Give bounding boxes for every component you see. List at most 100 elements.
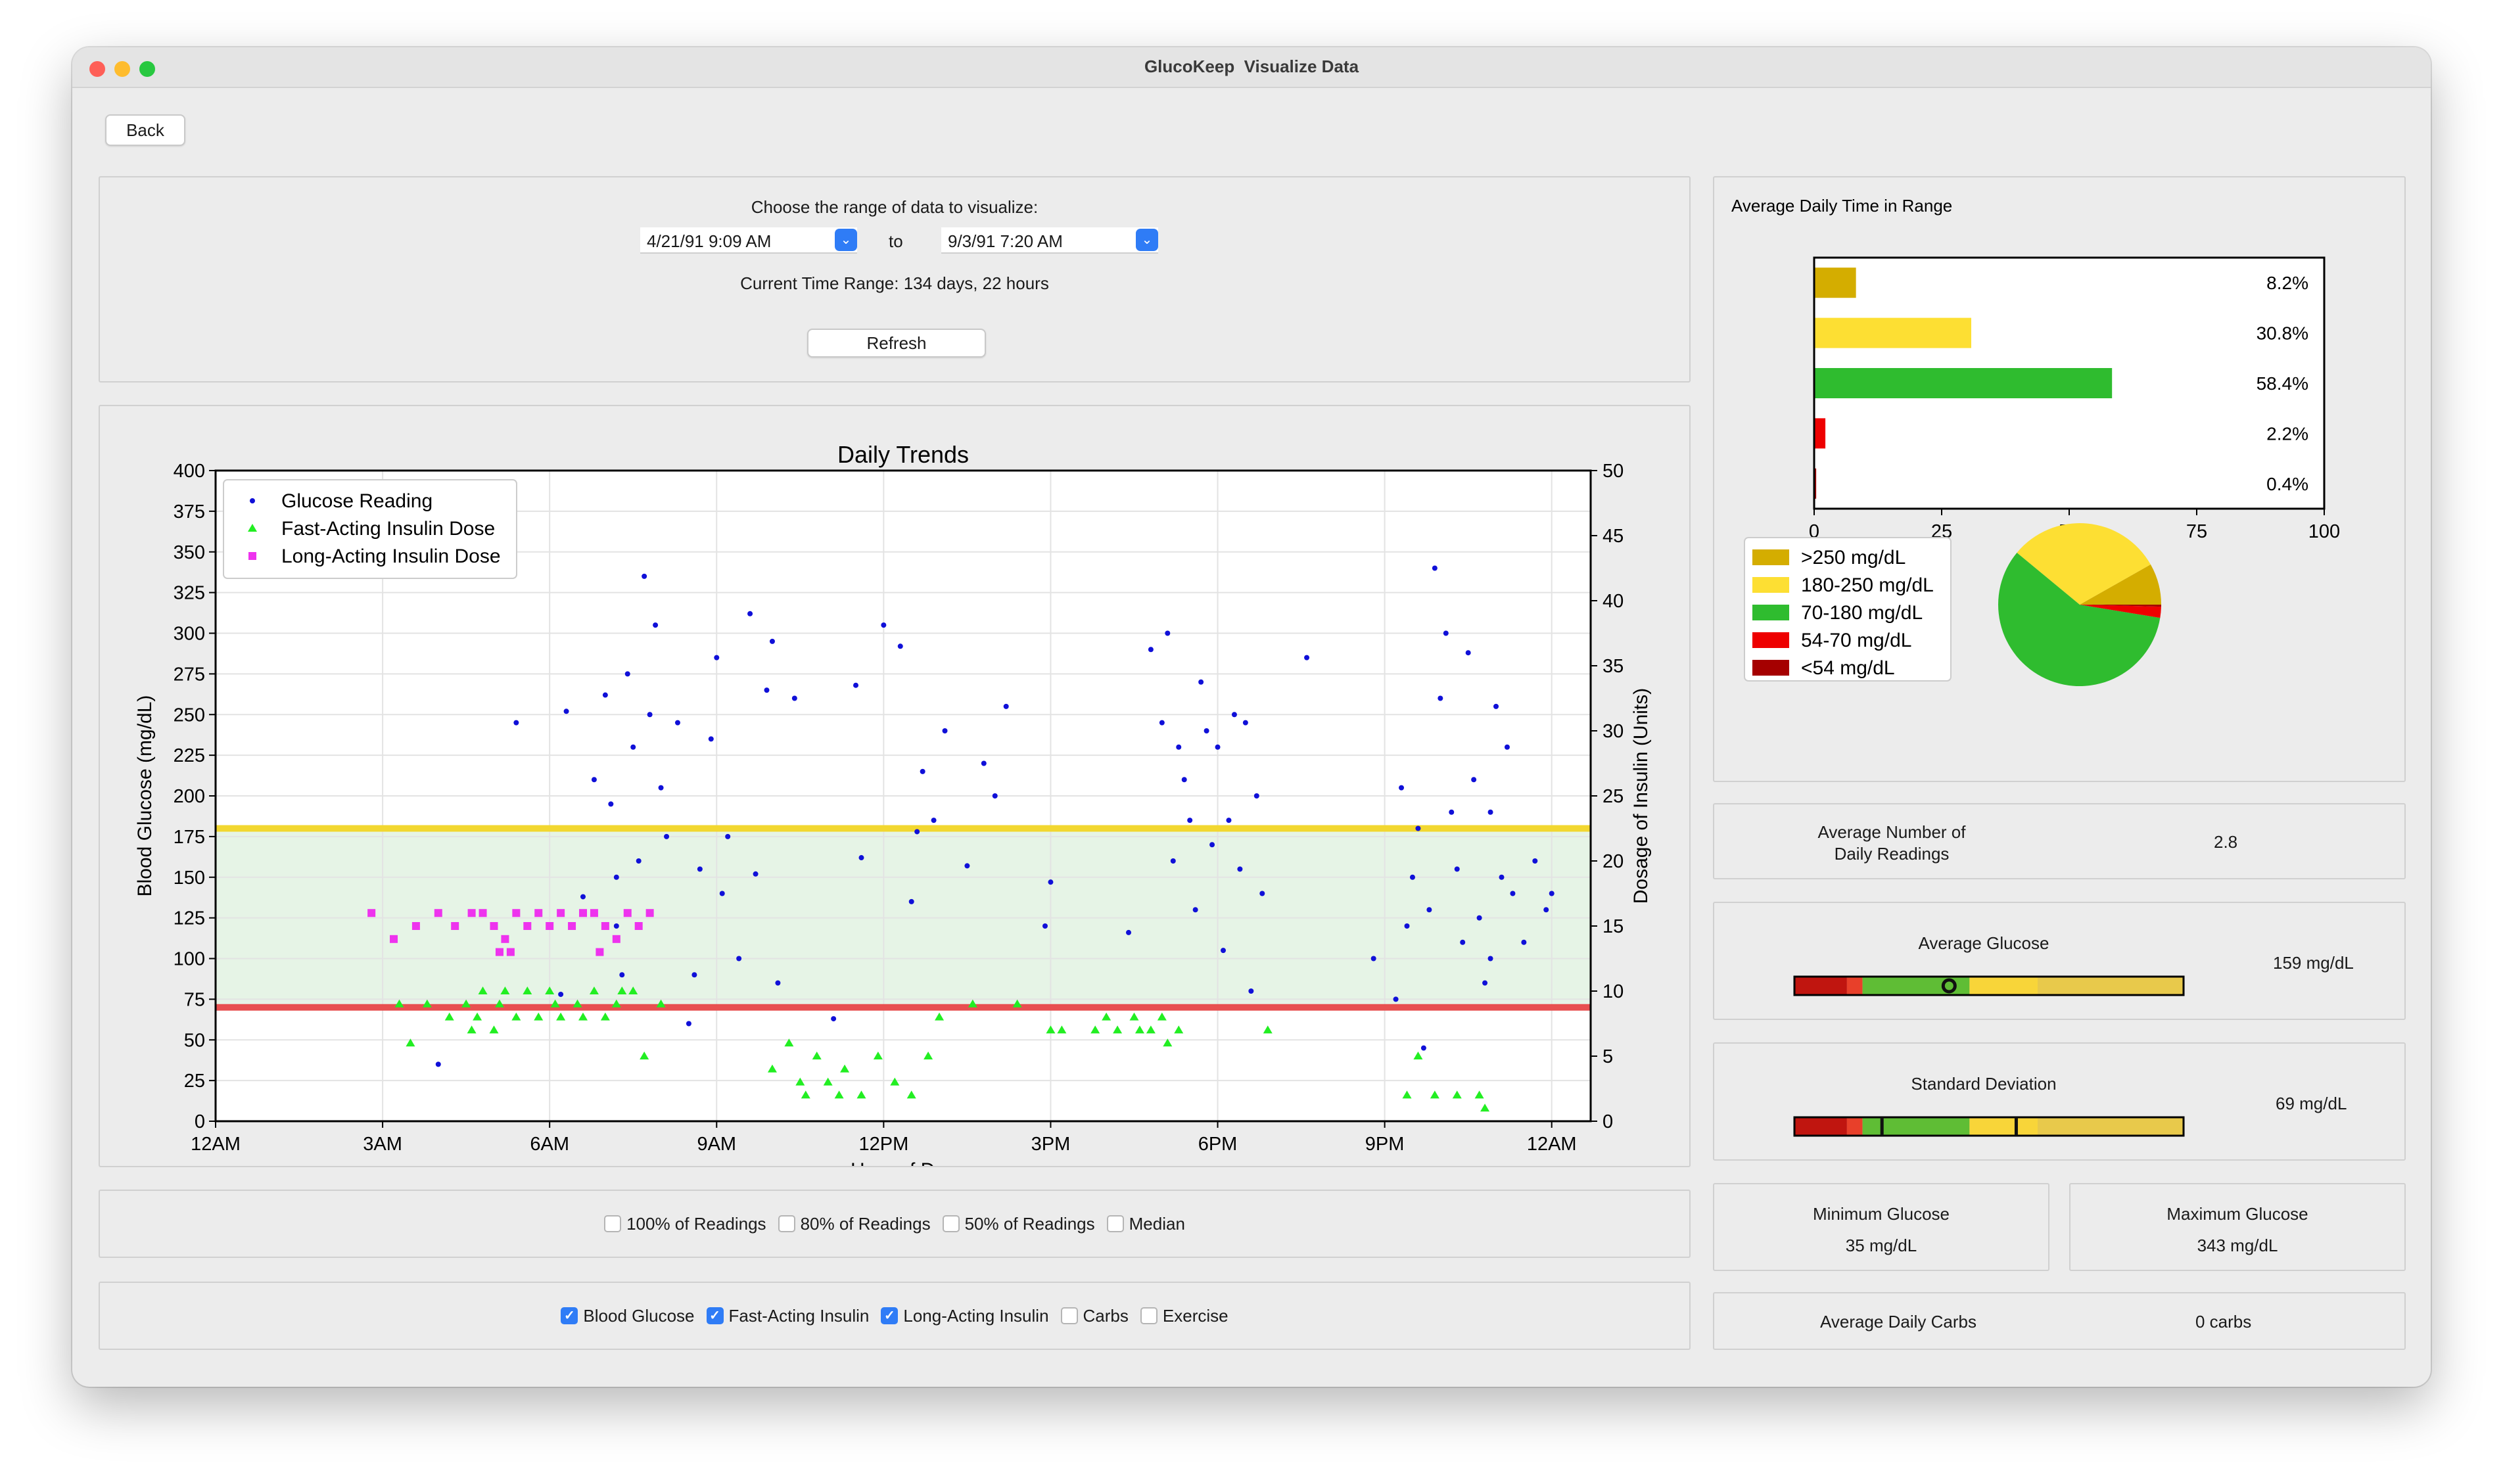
long-insulin-point — [467, 909, 476, 917]
y-tick-label: 250 — [174, 705, 205, 726]
refresh-button[interactable]: Refresh — [807, 329, 986, 358]
pie-slice — [2080, 605, 2161, 618]
fast-insulin-point — [556, 1012, 566, 1021]
glucose-point — [1420, 1045, 1426, 1051]
x-tick-label: 3AM — [363, 1134, 402, 1155]
long-insulin-point — [479, 909, 487, 917]
glucose-point — [769, 638, 775, 644]
y-tick-label: 350 — [174, 542, 205, 563]
glucose-point — [1409, 874, 1415, 880]
current-time-range: Current Time Range: 134 days, 22 hours — [740, 273, 1049, 293]
glucose-point — [591, 777, 597, 783]
fast-insulin-point — [767, 1064, 777, 1073]
app-window: GlucoKeep Visualize Data Back Choose the… — [72, 47, 2431, 1387]
max-glucose-value: 343 mg/dL — [2197, 1236, 2278, 1255]
glucose-point — [1521, 939, 1527, 945]
fast-insulin-point — [1157, 1012, 1167, 1021]
long-insulin-point — [390, 935, 398, 943]
min-glucose-label: Minimum Glucose — [1812, 1204, 1950, 1224]
zoom-button[interactable] — [139, 61, 155, 77]
glucose-point — [563, 708, 569, 714]
fast-insulin-point — [1174, 1025, 1184, 1034]
legend-label: Fast-Acting Insulin Dose — [281, 518, 495, 540]
long-insulin-point — [534, 909, 543, 917]
glucose-point — [1148, 647, 1154, 653]
series-0 — [435, 565, 1555, 1067]
fast-insulin-point — [1129, 1012, 1139, 1021]
fast-insulin-point — [1012, 999, 1022, 1008]
tir-bar-label: 30.8% — [2257, 323, 2308, 344]
percentile_options-checkbox-0[interactable]: 100% of Readings — [604, 1212, 766, 1236]
fast-insulin-point — [856, 1090, 866, 1099]
glucose-point — [1248, 988, 1254, 994]
x-axis-label: Hour of Day — [851, 1159, 956, 1166]
percentile-options-panel: 100% of Readings 80% of Readings 50% of Re… — [99, 1190, 1691, 1258]
fast-insulin-point — [1102, 1012, 1111, 1021]
long-insulin-point — [434, 909, 442, 917]
fast-insulin-point — [461, 999, 471, 1008]
glucose-point — [1482, 980, 1488, 986]
y-tick-label: 225 — [174, 745, 205, 766]
start-date-select[interactable]: 4/21/91 9:09 AM ⌄ — [640, 227, 857, 254]
glucose-point — [853, 682, 859, 688]
fast-insulin-point — [500, 986, 510, 994]
x-tick-label: 9PM — [1365, 1134, 1405, 1155]
data_options-checkbox-4[interactable]: Exercise — [1140, 1304, 1228, 1328]
min-glucose-panel: Minimum Glucose 35 mg/dL — [1713, 1183, 2049, 1271]
percentile_options-checkbox-2[interactable]: 50% of Readings — [942, 1212, 1095, 1236]
glucose-point — [1181, 777, 1187, 783]
minimize-button[interactable] — [114, 61, 130, 77]
std-dev-label: Standard Deviation — [1911, 1074, 2057, 1094]
glucose-point — [1304, 655, 1310, 661]
glucose-point — [1221, 948, 1227, 954]
back-button[interactable]: Back — [105, 114, 185, 146]
long-insulin-point — [411, 922, 420, 930]
glucose-point — [1510, 891, 1516, 896]
std-dev-panel: Standard Deviation 69 mg/dL — [1713, 1042, 2406, 1161]
long-insulin-point — [367, 909, 376, 917]
data_options-checkbox-0[interactable]: ✓ Blood Glucose — [561, 1304, 695, 1328]
close-button[interactable] — [89, 61, 105, 77]
fast-insulin-point — [617, 986, 627, 994]
data_options-checkbox-3[interactable]: Carbs — [1060, 1304, 1129, 1328]
glucose-point — [775, 980, 781, 986]
pie-slice — [1998, 552, 2161, 686]
tir-legend-swatch — [1752, 577, 1789, 593]
glucose-point — [435, 1061, 441, 1067]
percentile_options-checkbox-3[interactable]: Median — [1106, 1212, 1185, 1236]
tir-legend-swatch — [1752, 605, 1789, 620]
glucose-point — [714, 655, 720, 661]
data_options-checkbox-1[interactable]: ✓ Fast-Acting Insulin — [706, 1304, 870, 1328]
data_options-checkbox-2[interactable]: ✓ Long-Acting Insulin — [881, 1304, 1049, 1328]
end-date-select[interactable]: 9/3/91 7:20 AM ⌄ — [941, 227, 1158, 254]
fast-insulin-point — [589, 986, 599, 994]
window-title: GlucoKeep Visualize Data — [1144, 57, 1359, 76]
x-tick-label: 9AM — [697, 1134, 736, 1155]
std-dev-gauge — [1793, 1116, 2185, 1137]
y-tick-label: 125 — [174, 908, 205, 929]
glucose-point — [1476, 915, 1482, 921]
y-tick-label: 150 — [174, 868, 205, 889]
fast-insulin-point — [611, 999, 621, 1008]
glucose-point — [753, 871, 759, 877]
fast-insulin-point — [478, 986, 488, 994]
long-insulin-point — [623, 909, 632, 917]
gauge-segment — [1969, 1117, 2038, 1136]
glucose-point — [1198, 679, 1204, 685]
tir-bar-label: 2.2% — [2266, 423, 2308, 444]
glucose-point — [1393, 996, 1399, 1002]
glucose-point — [1499, 874, 1505, 880]
end-date-value: 9/3/91 7:20 AM — [948, 231, 1063, 251]
fast-insulin-point — [834, 1090, 844, 1099]
fast-insulin-point — [467, 1025, 477, 1034]
glucose-point — [1493, 703, 1499, 709]
checkbox-label: Fast-Acting Insulin — [728, 1305, 870, 1326]
tir-legend-label: >250 mg/dL — [1801, 547, 1906, 568]
fast-insulin-point — [906, 1090, 916, 1099]
checkbox-label: 100% of Readings — [626, 1213, 766, 1234]
glucose-point — [708, 736, 714, 742]
long-insulin-point — [601, 922, 609, 930]
fast-insulin-point — [890, 1077, 900, 1086]
chevron-down-icon: ⌄ — [1136, 229, 1158, 251]
percentile_options-checkbox-1[interactable]: 80% of Readings — [778, 1212, 931, 1236]
